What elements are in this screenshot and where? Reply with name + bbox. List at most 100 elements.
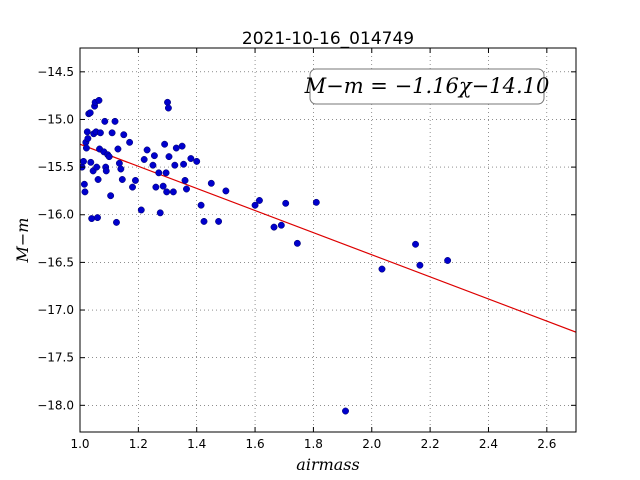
x-tick-label: 2.2 bbox=[421, 437, 440, 451]
data-point bbox=[118, 176, 126, 183]
data-point bbox=[102, 167, 110, 175]
x-tick-label: 1.2 bbox=[129, 437, 148, 451]
data-point bbox=[80, 180, 88, 188]
x-tick-label: 2.6 bbox=[537, 437, 556, 451]
data-point bbox=[312, 198, 320, 206]
data-point bbox=[86, 109, 94, 117]
data-point bbox=[107, 192, 115, 200]
data-point bbox=[193, 157, 201, 165]
data-point bbox=[412, 240, 419, 248]
data-point bbox=[117, 165, 125, 173]
data-point bbox=[150, 152, 158, 160]
data-point bbox=[187, 155, 195, 162]
data-point bbox=[129, 183, 136, 191]
y-axis-label: M−m bbox=[13, 218, 32, 264]
data-point bbox=[81, 188, 89, 196]
data-point bbox=[82, 144, 90, 152]
data-point bbox=[108, 129, 116, 137]
data-point bbox=[88, 215, 96, 223]
fit-layer bbox=[80, 143, 576, 333]
data-point bbox=[113, 218, 120, 226]
data-point bbox=[293, 239, 301, 247]
x-tick-label: 1.6 bbox=[246, 437, 265, 451]
data-point bbox=[126, 138, 134, 146]
data-point bbox=[270, 223, 278, 231]
data-point bbox=[159, 182, 167, 190]
chart-title: 2021-10-16_014749 bbox=[242, 29, 414, 49]
data-point bbox=[164, 98, 171, 106]
data-point bbox=[207, 179, 215, 187]
equation-box-frame bbox=[309, 68, 545, 105]
data-point bbox=[181, 176, 189, 184]
data-point bbox=[200, 217, 208, 225]
data-point bbox=[163, 188, 171, 196]
y-tick-label: −18.0 bbox=[37, 398, 74, 412]
data-point bbox=[143, 146, 151, 154]
y-tick-label: −16.0 bbox=[37, 208, 74, 222]
y-tick-label: −16.5 bbox=[37, 255, 74, 269]
data-point bbox=[80, 157, 87, 165]
y-tick-label: −17.5 bbox=[37, 351, 74, 365]
plot-frame bbox=[79, 47, 577, 433]
x-axis-label: airmass bbox=[296, 455, 359, 474]
data-point bbox=[215, 217, 223, 225]
data-point bbox=[140, 156, 148, 163]
y-tick-label: −15.0 bbox=[37, 112, 74, 126]
data-point bbox=[95, 96, 103, 104]
data-point bbox=[149, 161, 157, 169]
fit-line bbox=[80, 143, 576, 333]
y-tick-label: −14.5 bbox=[37, 65, 74, 79]
equation-box: M−m = −1.16χ−14.10 bbox=[304, 68, 550, 105]
data-point bbox=[131, 176, 139, 184]
data-point bbox=[162, 169, 170, 177]
data-point bbox=[180, 160, 188, 168]
data-point bbox=[169, 188, 177, 196]
data-point bbox=[96, 129, 104, 137]
data-point bbox=[152, 183, 160, 191]
data-point bbox=[115, 159, 123, 167]
data-point bbox=[178, 142, 186, 150]
data-point bbox=[111, 117, 119, 125]
data-point bbox=[171, 161, 179, 169]
data-point bbox=[282, 199, 290, 207]
plot-content bbox=[80, 96, 576, 415]
x-tick-label: 1.0 bbox=[70, 437, 89, 451]
data-point bbox=[137, 206, 145, 214]
data-point bbox=[222, 187, 230, 195]
data-point bbox=[277, 221, 285, 229]
data-point bbox=[172, 144, 180, 152]
data-point bbox=[255, 197, 263, 204]
data-point bbox=[114, 145, 122, 153]
data-point bbox=[161, 140, 169, 148]
data-point bbox=[87, 158, 95, 166]
data-point bbox=[155, 169, 163, 177]
y-tick-label: −15.5 bbox=[37, 160, 74, 174]
x-tick-label: 2.0 bbox=[362, 437, 381, 451]
data-point bbox=[156, 209, 164, 217]
data-point bbox=[93, 163, 101, 171]
data-point bbox=[416, 261, 424, 269]
data-point bbox=[101, 117, 109, 125]
data-point bbox=[83, 128, 91, 136]
data-point bbox=[183, 185, 190, 193]
data-point bbox=[164, 104, 172, 112]
x-tick-label: 2.4 bbox=[479, 437, 498, 451]
data-point bbox=[120, 131, 128, 139]
x-tick-label: 1.8 bbox=[304, 437, 323, 451]
plot-area bbox=[80, 48, 576, 432]
y-tick-label: −17.0 bbox=[37, 303, 74, 317]
data-point bbox=[197, 201, 205, 209]
axis-ticks: 1.0 1.2 1.4 1.6 1.8 2.0 2.2 2.4 2.6 −14.5 −15.0 −15… bbox=[37, 48, 576, 451]
data-point bbox=[94, 176, 102, 183]
data-point bbox=[105, 153, 113, 161]
data-point bbox=[94, 214, 101, 222]
x-tick-label: 1.4 bbox=[187, 437, 206, 451]
fit-equation: M−m = −1.16χ−14.10 bbox=[304, 74, 550, 98]
data-point bbox=[84, 135, 92, 142]
data-point bbox=[444, 257, 452, 264]
data-point bbox=[342, 407, 349, 415]
data-point bbox=[251, 201, 259, 209]
data-point bbox=[378, 265, 386, 273]
data-point bbox=[165, 153, 173, 161]
